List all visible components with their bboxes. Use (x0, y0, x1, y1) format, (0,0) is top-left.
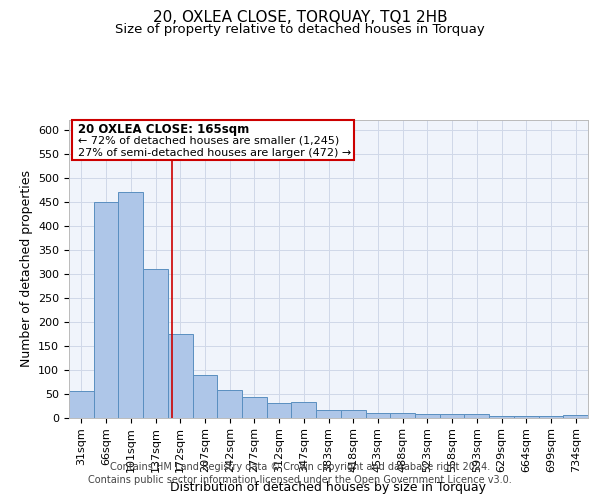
Text: 27% of semi-detached houses are larger (472) →: 27% of semi-detached houses are larger (… (78, 148, 351, 158)
Bar (69, 391, 94, 417)
Bar (415, 414, 440, 418)
Bar (143, 269, 168, 418)
Bar (563, 415, 588, 418)
Bar (316, 410, 341, 418)
Text: Contains public sector information licensed under the Open Government Licence v3: Contains public sector information licen… (88, 475, 512, 485)
Bar (390, 412, 415, 418)
Text: ← 72% of detached houses are smaller (1,245): ← 72% of detached houses are smaller (1,… (78, 136, 339, 145)
Y-axis label: Number of detached properties: Number of detached properties (20, 170, 32, 367)
Bar (365, 412, 390, 418)
Bar (168, 334, 193, 417)
Bar (440, 414, 464, 418)
Bar (267, 403, 292, 417)
Bar (118, 192, 143, 418)
Bar (94, 202, 118, 418)
Text: Size of property relative to detached houses in Torquay: Size of property relative to detached ho… (115, 22, 485, 36)
Bar (217, 390, 242, 417)
FancyBboxPatch shape (71, 120, 355, 160)
Text: 20 OXLEA CLOSE: 165sqm: 20 OXLEA CLOSE: 165sqm (78, 123, 249, 136)
Bar (539, 416, 563, 418)
Text: Contains HM Land Registry data © Crown copyright and database right 2024.: Contains HM Land Registry data © Crown c… (110, 462, 490, 472)
Bar (514, 416, 539, 418)
Bar (242, 397, 267, 417)
Bar (292, 402, 316, 417)
Bar (341, 410, 365, 418)
Text: 20, OXLEA CLOSE, TORQUAY, TQ1 2HB: 20, OXLEA CLOSE, TORQUAY, TQ1 2HB (152, 10, 448, 25)
X-axis label: Distribution of detached houses by size in Torquay: Distribution of detached houses by size … (170, 480, 487, 494)
Bar (193, 376, 217, 418)
Bar (489, 416, 514, 418)
Bar (464, 414, 489, 418)
